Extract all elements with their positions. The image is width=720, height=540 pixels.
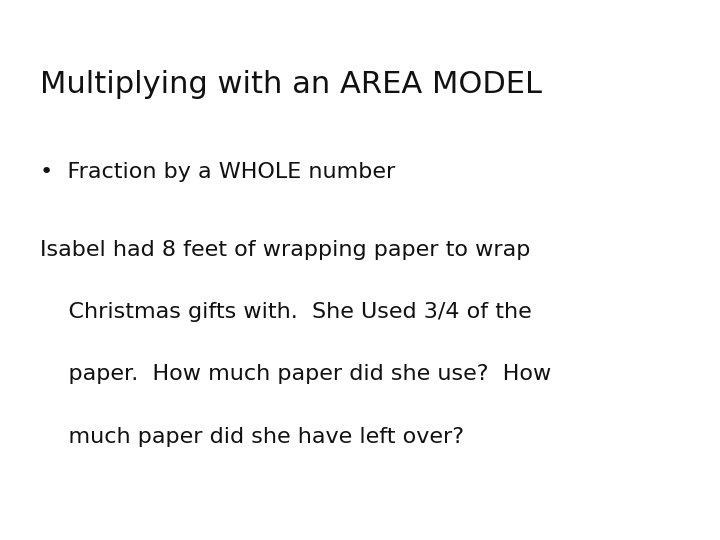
Text: •  Fraction by a WHOLE number: • Fraction by a WHOLE number bbox=[40, 162, 395, 182]
Text: Christmas gifts with.  She Used 3/4 of the: Christmas gifts with. She Used 3/4 of th… bbox=[40, 302, 531, 322]
Text: Multiplying with an AREA MODEL: Multiplying with an AREA MODEL bbox=[40, 70, 541, 99]
Text: paper.  How much paper did she use?  How: paper. How much paper did she use? How bbox=[40, 364, 551, 384]
Text: much paper did she have left over?: much paper did she have left over? bbox=[40, 427, 464, 447]
Text: Isabel had 8 feet of wrapping paper to wrap: Isabel had 8 feet of wrapping paper to w… bbox=[40, 240, 530, 260]
